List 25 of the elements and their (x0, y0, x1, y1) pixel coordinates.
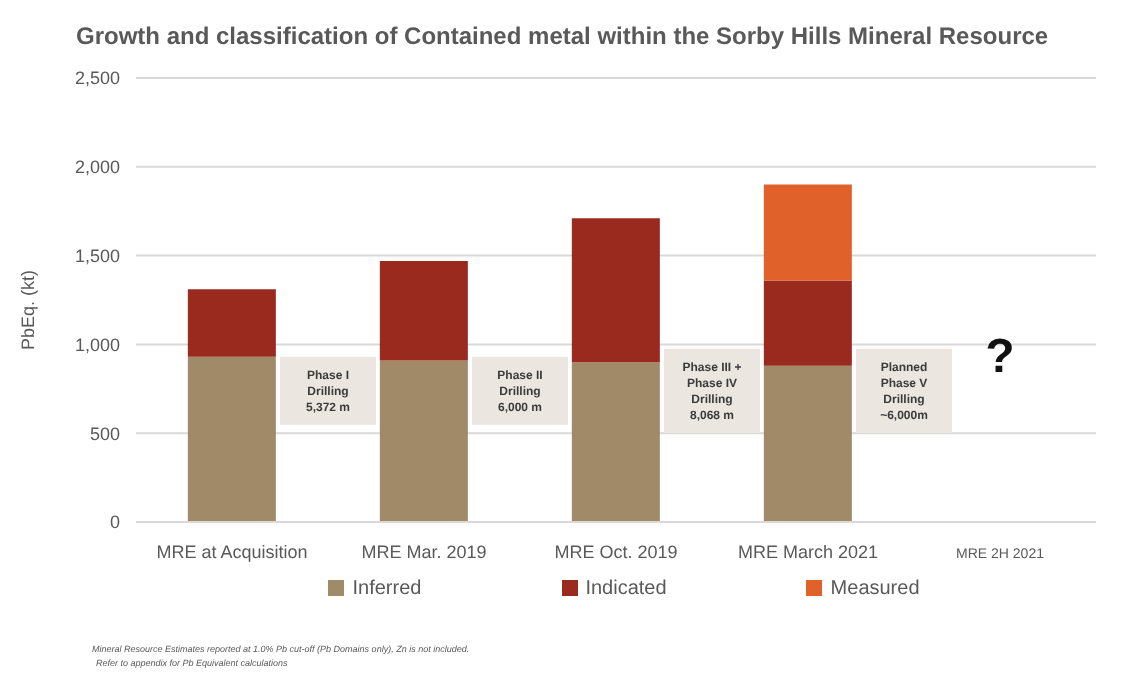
bar (187, 289, 276, 357)
bar (571, 218, 660, 363)
bar (763, 280, 852, 366)
y-tick-label: 0 (109, 512, 120, 533)
bar (763, 184, 852, 281)
legend-label: Indicated (585, 578, 667, 600)
x-tick-label: MRE Oct. 2019 (554, 542, 678, 562)
legend-label: Measured (830, 578, 920, 600)
bar (187, 356, 276, 522)
x-tick-label: MRE at Acquisition (156, 542, 308, 562)
x-tick-label: MRE March 2021 (737, 542, 879, 562)
x-tick-label: MRE Mar. 2019 (361, 542, 487, 562)
y-tick-label: 1,000 (74, 334, 120, 355)
y-tick-label: 1,500 (74, 245, 120, 266)
y-axis-title: PbEq. (kt) (18, 269, 39, 350)
annotation: ? (985, 330, 1015, 385)
bar (379, 360, 468, 522)
legend-label: Inferred (352, 578, 422, 600)
bar (379, 260, 468, 361)
y-tick-label: 500 (89, 423, 120, 444)
bar (571, 362, 660, 522)
bar (763, 365, 852, 522)
chart-title: Growth and classification of Contained metal within the Sorby Hills Mineral Resource (76, 22, 1049, 50)
y-tick-label: 2,000 (74, 157, 120, 178)
y-tick-label: 2,500 (74, 68, 120, 89)
